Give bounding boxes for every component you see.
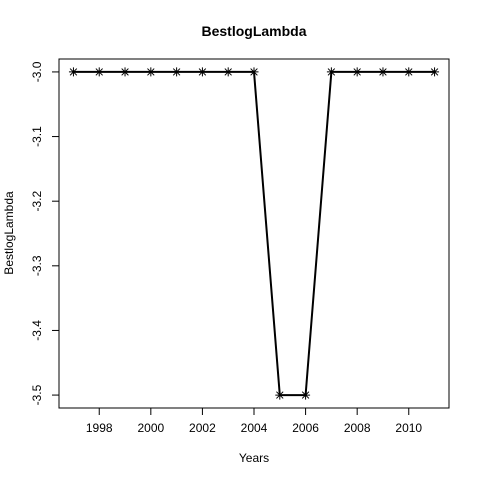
x-axis: 1998 2000 2002 2004 2006 2008 2010 — [86, 407, 422, 435]
x-axis-label: Years — [239, 451, 269, 465]
y-tick-label: -3.3 — [30, 255, 44, 276]
data-point — [172, 67, 182, 77]
y-tick-label: -3.0 — [30, 61, 44, 82]
x-tick-label: 2006 — [292, 421, 319, 435]
x-tick-label: 2008 — [344, 421, 371, 435]
y-tick-label: -3.1 — [30, 126, 44, 147]
data-point — [430, 67, 440, 77]
chart-title: BestlogLambda — [201, 23, 306, 39]
data-point — [120, 67, 130, 77]
x-tick-label: 2004 — [241, 421, 268, 435]
y-axis-label: BestlogLambda — [2, 191, 16, 275]
y-tick-label: -3.2 — [30, 191, 44, 212]
y-axis: -3.0 -3.1 -3.2 -3.3 -3.4 -3.5 — [30, 61, 60, 405]
data-point — [404, 67, 414, 77]
data-point — [249, 67, 259, 77]
x-tick-label: 2000 — [137, 421, 164, 435]
data-point — [301, 390, 311, 400]
series-line — [73, 70, 435, 397]
x-tick-label: 2002 — [189, 421, 216, 435]
data-point — [223, 67, 233, 77]
data-point — [197, 67, 207, 77]
data-point — [378, 67, 388, 77]
data-point — [275, 390, 285, 400]
data-point — [326, 67, 336, 77]
x-tick-label: 2010 — [395, 421, 422, 435]
data-point — [352, 67, 362, 77]
y-tick-label: -3.4 — [30, 320, 44, 341]
data-point — [68, 67, 78, 77]
plot-frame — [58, 58, 450, 409]
y-tick-label: -3.5 — [30, 384, 44, 405]
x-tick-label: 1998 — [86, 421, 113, 435]
series-bestloglambda — [68, 67, 440, 400]
data-point — [94, 67, 104, 77]
data-point — [146, 67, 156, 77]
